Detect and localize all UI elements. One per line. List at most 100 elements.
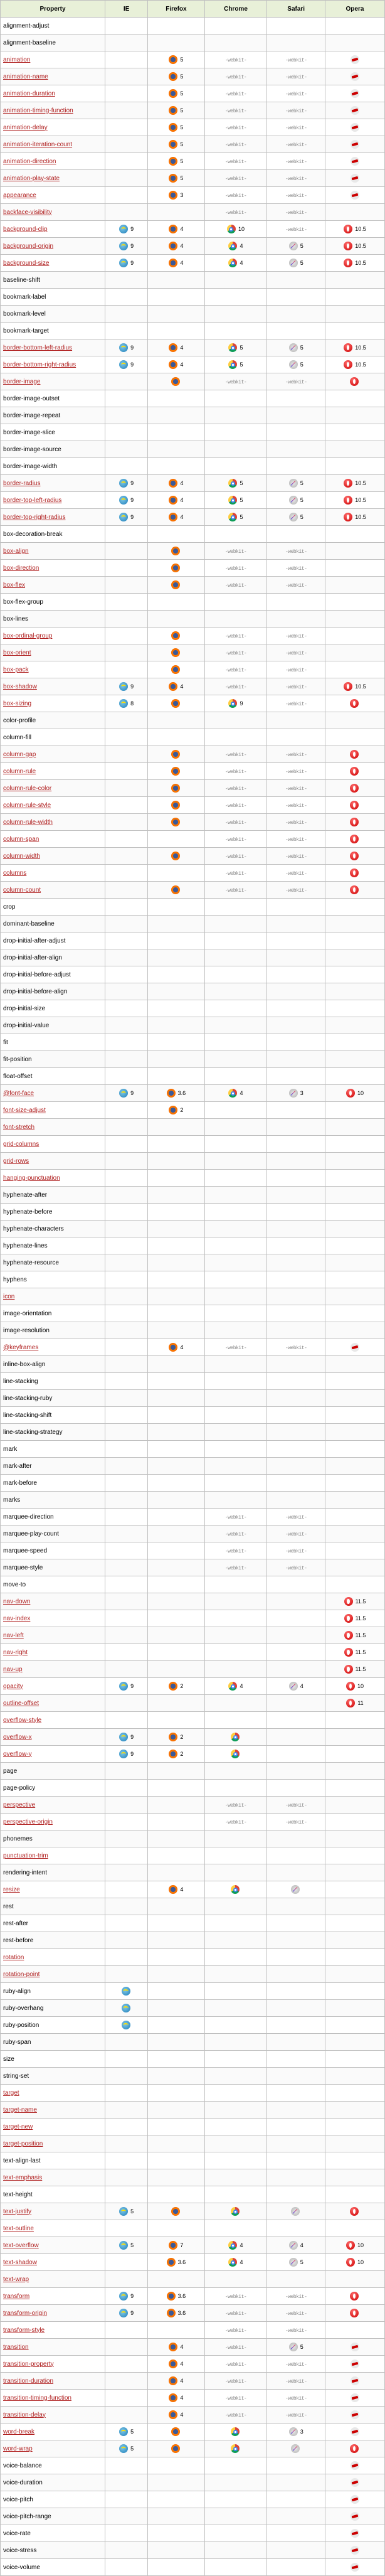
property-link[interactable]: border-bottom-right-radius — [3, 361, 76, 368]
property-link[interactable]: hanging-punctuation — [3, 1175, 60, 1182]
property-link[interactable]: animation-iteration-count — [3, 141, 72, 148]
property-link[interactable]: grid-rows — [3, 1158, 29, 1165]
safari-cell: -webkit- — [267, 661, 325, 678]
property-link[interactable]: border-radius — [3, 480, 40, 487]
property-link[interactable]: rotation-point — [3, 1971, 40, 1978]
property-link[interactable]: box-orient — [3, 649, 31, 656]
property-link[interactable]: perspective-origin — [3, 1819, 53, 1825]
property-link[interactable]: appearance — [3, 192, 36, 199]
property-link[interactable]: background-clip — [3, 226, 48, 233]
property-link[interactable]: word-break — [3, 2429, 34, 2435]
property-link[interactable]: outline-offset — [3, 1700, 39, 1707]
property-link[interactable]: target-new — [3, 2124, 33, 2130]
property-cell: overflow-x — [1, 1729, 105, 1746]
property-link[interactable]: text-wrap — [3, 2276, 29, 2283]
property-link[interactable]: column-rule-style — [3, 802, 51, 809]
property-link[interactable]: target — [3, 2090, 19, 2097]
property-cell: voice-stress — [1, 2542, 105, 2559]
ie-icon — [122, 2021, 130, 2029]
property-link[interactable]: nav-left — [3, 1632, 24, 1639]
property-cell: rest-before — [1, 1932, 105, 1949]
property-link[interactable]: @font-face — [3, 1090, 34, 1097]
property-link[interactable]: font-stretch — [3, 1124, 34, 1131]
property-link[interactable]: transform-style — [3, 2327, 45, 2334]
property-link[interactable]: punctuation-trim — [3, 1852, 48, 1859]
table-row: transition-delay4-webkit--webkit- — [1, 2407, 385, 2424]
property-link[interactable]: animation-delay — [3, 124, 48, 131]
property-link[interactable]: box-direction — [3, 565, 39, 572]
version-label: 5 — [180, 56, 183, 63]
property-link[interactable]: text-overflow — [3, 2242, 39, 2249]
property-link[interactable]: border-top-right-radius — [3, 514, 66, 521]
op-icon — [350, 818, 359, 826]
property-link[interactable]: overflow-style — [3, 1717, 41, 1724]
property-link[interactable]: transition-duration — [3, 2378, 53, 2385]
property-link[interactable]: column-span — [3, 836, 39, 843]
property-link[interactable]: transform — [3, 2293, 29, 2300]
property-link[interactable]: columns — [3, 870, 26, 877]
property-link[interactable]: font-size-adjust — [3, 1107, 46, 1114]
property-link[interactable]: animation-direction — [3, 158, 56, 165]
property-link[interactable]: transition — [3, 2344, 29, 2351]
property-link[interactable]: @keyframes — [3, 1344, 38, 1351]
property-link[interactable]: target-name — [3, 2107, 37, 2114]
property-link[interactable]: animation-play-state — [3, 175, 60, 182]
property-link[interactable]: transition-property — [3, 2361, 54, 2368]
property-link[interactable]: text-justify — [3, 2208, 31, 2215]
property-link[interactable]: nav-down — [3, 1598, 30, 1605]
firefox-cell: 2 — [148, 1729, 204, 1746]
property-link[interactable]: overflow-y — [3, 1751, 32, 1758]
property-link[interactable]: box-pack — [3, 666, 29, 673]
table-row: mark — [1, 1441, 385, 1458]
property-link[interactable]: grid-columns — [3, 1141, 39, 1148]
property-link[interactable]: text-emphasis — [3, 2174, 42, 2181]
property-link[interactable]: rotation — [3, 1954, 24, 1961]
op-icon — [344, 343, 352, 352]
property-link[interactable]: box-ordinal-group — [3, 633, 52, 639]
property-link[interactable]: column-rule-color — [3, 785, 51, 792]
property-link[interactable]: opacity — [3, 1683, 23, 1690]
property-link[interactable]: nav-index — [3, 1615, 30, 1622]
property-link[interactable]: column-rule-width — [3, 819, 53, 826]
property-link[interactable]: column-count — [3, 887, 41, 894]
property-link[interactable]: box-align — [3, 548, 29, 555]
firefox-cell — [148, 1847, 204, 1864]
property-link[interactable]: box-flex — [3, 582, 25, 589]
property-link[interactable]: text-shadow — [3, 2259, 37, 2266]
table-row: transition-property4-webkit--webkit- — [1, 2356, 385, 2373]
property-link[interactable]: background-size — [3, 260, 49, 267]
property-link[interactable]: resize — [3, 1886, 20, 1893]
webkit-prefix-icon: -webkit- — [285, 786, 307, 792]
property-link[interactable]: column-width — [3, 853, 40, 860]
property-link[interactable]: backface-visibility — [3, 209, 52, 216]
property-link[interactable]: animation-name — [3, 73, 48, 80]
property-link[interactable]: column-gap — [3, 751, 36, 758]
ff-icon — [167, 2258, 176, 2267]
property-link[interactable]: icon — [3, 1293, 14, 1300]
safari-cell — [267, 1187, 325, 1204]
property-link[interactable]: border-image — [3, 378, 40, 385]
property-link[interactable]: nav-up — [3, 1666, 23, 1673]
property-link[interactable]: text-outline — [3, 2225, 34, 2232]
property-link[interactable]: transform-origin — [3, 2310, 47, 2317]
property-link[interactable]: border-top-left-radius — [3, 497, 61, 504]
property-link[interactable]: box-shadow — [3, 683, 37, 690]
webkit-prefix-icon: -webkit- — [285, 837, 307, 843]
property-link[interactable]: nav-right — [3, 1649, 28, 1656]
property-link[interactable]: animation — [3, 56, 30, 63]
property-link[interactable]: border-bottom-left-radius — [3, 345, 72, 351]
property-link[interactable]: background-origin — [3, 243, 53, 250]
chrome-cell — [204, 458, 267, 475]
property-link[interactable]: target-position — [3, 2140, 43, 2147]
firefox-cell — [148, 2474, 204, 2491]
property-link[interactable]: word-wrap — [3, 2445, 33, 2452]
property-link[interactable]: overflow-x — [3, 1734, 32, 1741]
property-link[interactable]: animation-timing-function — [3, 107, 73, 114]
property-link[interactable]: transition-timing-function — [3, 2395, 71, 2402]
property-link[interactable]: transition-delay — [3, 2412, 46, 2418]
property-link[interactable]: perspective — [3, 1802, 35, 1809]
property-link[interactable]: column-rule — [3, 768, 36, 775]
opera-cell — [325, 2271, 384, 2288]
property-link[interactable]: animation-duration — [3, 90, 55, 97]
property-link[interactable]: box-sizing — [3, 700, 31, 707]
